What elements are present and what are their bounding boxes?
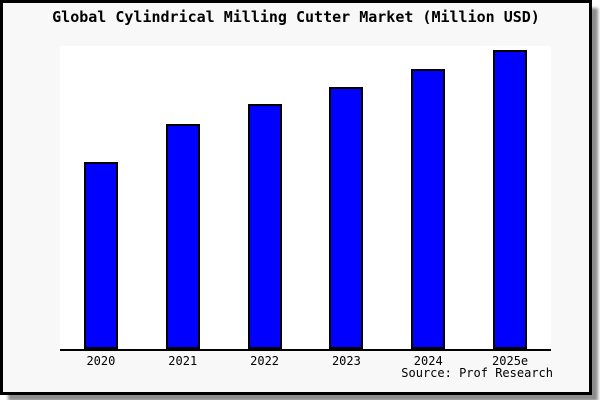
x-axis-label-2023: 2023 [331,354,361,368]
x-axis-label-2022: 2022 [250,354,280,368]
x-axis-label-2021: 2021 [168,354,198,368]
bar-2021 [165,123,200,349]
bar-2020 [83,162,118,349]
chart-title: Global Cylindrical Milling Cutter Market… [52,8,540,26]
bar-2022 [247,104,282,349]
bar-2025e [493,49,528,349]
chart-frame: Global Cylindrical Milling Cutter Market… [0,0,592,395]
source-note: Source: Prof Research [401,366,553,380]
x-axis-label-2025e: 2025e [492,354,529,368]
x-axis-label-2020: 2020 [86,354,116,368]
x-axis-label-2024: 2024 [413,354,443,368]
bar-2023 [329,86,364,349]
bar-2024 [411,68,446,349]
plot-area: 2020 2021 2022 2023 2024 2025e [60,46,551,368]
